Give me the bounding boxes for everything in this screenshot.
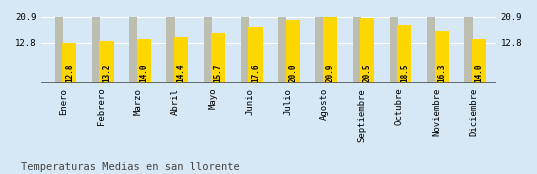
Text: 14.0: 14.0 <box>139 64 148 82</box>
Bar <box>249 27 263 83</box>
Bar <box>92 17 100 83</box>
Bar <box>278 17 286 83</box>
Text: 14.4: 14.4 <box>177 64 185 82</box>
Text: 13.2: 13.2 <box>102 64 111 82</box>
Text: 14.0: 14.0 <box>474 64 483 82</box>
Bar <box>353 17 361 83</box>
Bar <box>137 39 151 83</box>
Bar <box>390 17 398 83</box>
Text: 20.0: 20.0 <box>288 64 297 82</box>
Text: 20.9: 20.9 <box>325 64 335 82</box>
Bar <box>129 17 137 83</box>
Bar <box>241 17 249 83</box>
Bar <box>323 17 337 83</box>
Bar <box>427 17 436 83</box>
Text: 12.8: 12.8 <box>65 64 74 82</box>
Bar <box>434 31 449 83</box>
Bar <box>465 17 473 83</box>
Bar <box>397 25 411 83</box>
Bar <box>166 17 175 83</box>
Text: 17.6: 17.6 <box>251 64 260 82</box>
Bar <box>204 17 212 83</box>
Bar <box>55 17 63 83</box>
Bar <box>286 20 300 83</box>
Bar <box>472 39 486 83</box>
Bar <box>360 18 374 83</box>
Bar <box>315 17 324 83</box>
Text: 15.7: 15.7 <box>214 64 223 82</box>
Bar <box>174 37 188 83</box>
Bar <box>99 41 114 83</box>
Text: 18.5: 18.5 <box>400 64 409 82</box>
Text: Temperaturas Medias en san llorente: Temperaturas Medias en san llorente <box>21 162 240 172</box>
Bar <box>211 33 226 83</box>
Text: 16.3: 16.3 <box>437 64 446 82</box>
Bar <box>62 43 76 83</box>
Text: 20.5: 20.5 <box>362 64 372 82</box>
